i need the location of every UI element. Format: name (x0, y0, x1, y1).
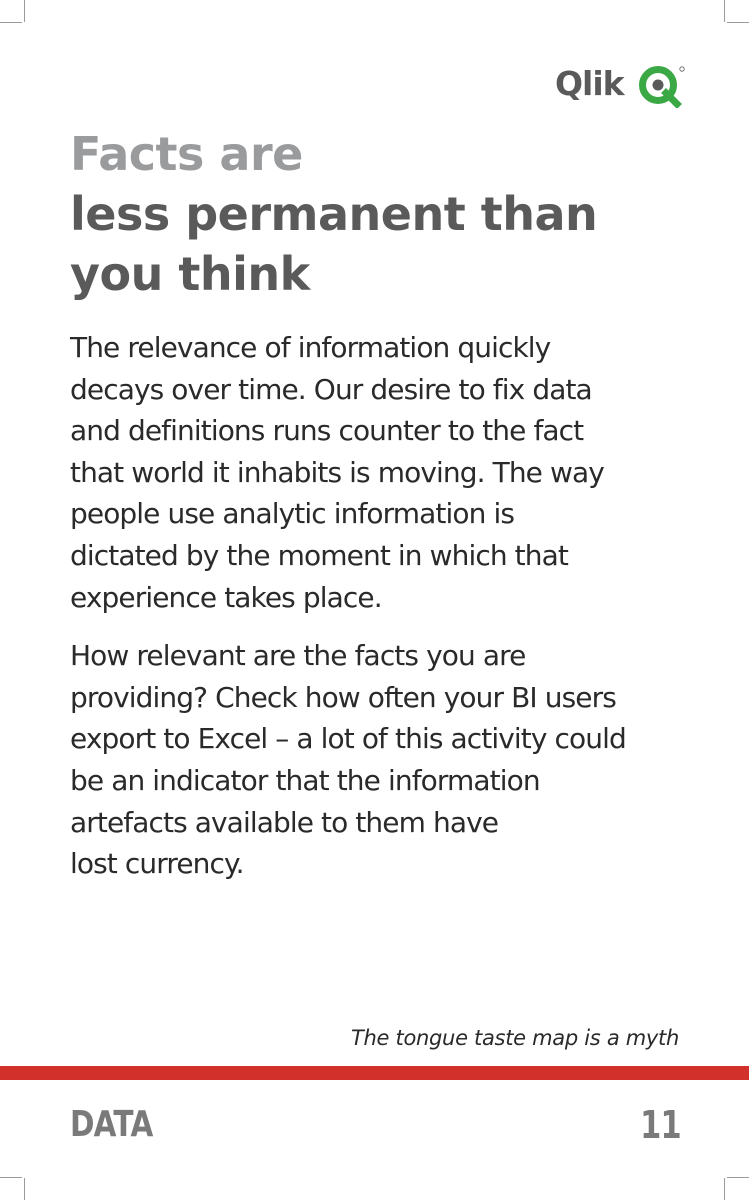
red-divider (0, 1066, 749, 1080)
text-line: decays over time. Our desire to fix data (70, 372, 593, 406)
headline-line-1: Facts are (70, 127, 303, 181)
crop-mark-bottom-left-h (0, 1177, 22, 1178)
text-line: lost currency. (70, 847, 245, 881)
text-line: providing? Check how often your BI users (70, 680, 617, 714)
crop-mark-top-right (724, 0, 725, 22)
text-line: be an indicator that the information (70, 763, 541, 797)
text-line: The relevance of information quickly (70, 331, 551, 364)
crop-mark-bottom-right (724, 1178, 725, 1200)
text-line: people use analytic information is (70, 497, 515, 531)
qlik-q-icon (639, 66, 685, 108)
text-line: and definitions runs counter to the fact (70, 414, 584, 448)
crop-mark-top-right-h (727, 22, 749, 23)
headline-line-2: less permanent than (70, 187, 598, 241)
crop-mark-top-left-h (0, 22, 22, 23)
headline: Facts are less permanent than you think (70, 124, 710, 304)
paragraph-1: The relevance of information quickly dec… (70, 327, 710, 618)
text-line: How relevant are the facts you are (70, 639, 526, 673)
logo-wordmark: Qlik (555, 64, 625, 103)
text-line: experience takes place. (70, 580, 383, 614)
text-line: export to Excel – a lot of this activity… (70, 722, 627, 756)
paragraph-2: How relevant are the facts you are provi… (70, 635, 710, 885)
text-line: artefacts available to them have (70, 805, 499, 839)
crop-mark-top-left (24, 0, 25, 22)
crop-mark-bottom-right-h (727, 1177, 749, 1178)
section-label: DATA (70, 1104, 153, 1145)
crop-mark-bottom-left (24, 1178, 25, 1200)
fun-fact: The tongue taste map is a myth (351, 1026, 679, 1050)
headline-line-3: you think (70, 247, 310, 301)
text-line: dictated by the moment in which that (70, 538, 569, 572)
text-line: that world it inhabits is moving. The wa… (70, 455, 605, 489)
page-number: 11 (640, 1103, 682, 1147)
qlik-logo: Qlik (555, 62, 687, 108)
body-text: The relevance of information quickly dec… (70, 327, 710, 885)
